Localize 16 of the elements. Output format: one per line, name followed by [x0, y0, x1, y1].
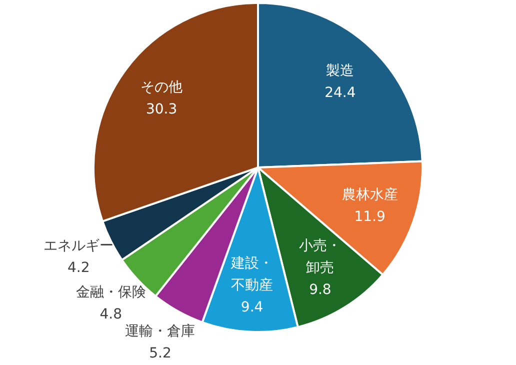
data-label: 5.2	[149, 345, 172, 362]
slice-label: その他	[140, 79, 183, 96]
slice-label: エネルギー	[44, 238, 114, 254]
data-label: 11.9	[354, 209, 386, 226]
data-label: 4.8	[100, 306, 122, 323]
slice-label: 農林水産	[342, 187, 398, 204]
data-label: 9.4	[240, 299, 264, 316]
slice-label: 小売・卸売	[299, 238, 342, 276]
slice-label: 金融・保険	[76, 284, 146, 301]
slice-label: 建設・不動産	[230, 255, 274, 294]
data-label: 4.2	[67, 260, 90, 276]
data-label: 24.4	[324, 84, 356, 101]
slice-label: 製造	[326, 62, 354, 79]
data-label: 9.8	[309, 282, 332, 298]
data-label: 30.3	[146, 101, 178, 118]
slice-label: 運輸・倉庫	[125, 323, 196, 340]
